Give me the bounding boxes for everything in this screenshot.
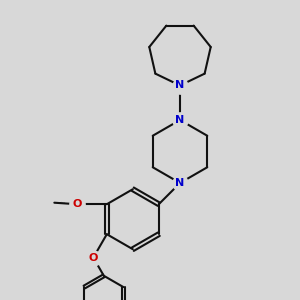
Text: O: O	[88, 253, 98, 262]
Text: N: N	[176, 178, 184, 188]
Text: O: O	[72, 199, 82, 209]
Text: N: N	[176, 80, 184, 91]
Text: N: N	[176, 115, 184, 125]
Text: methoxy: methoxy	[60, 202, 67, 203]
